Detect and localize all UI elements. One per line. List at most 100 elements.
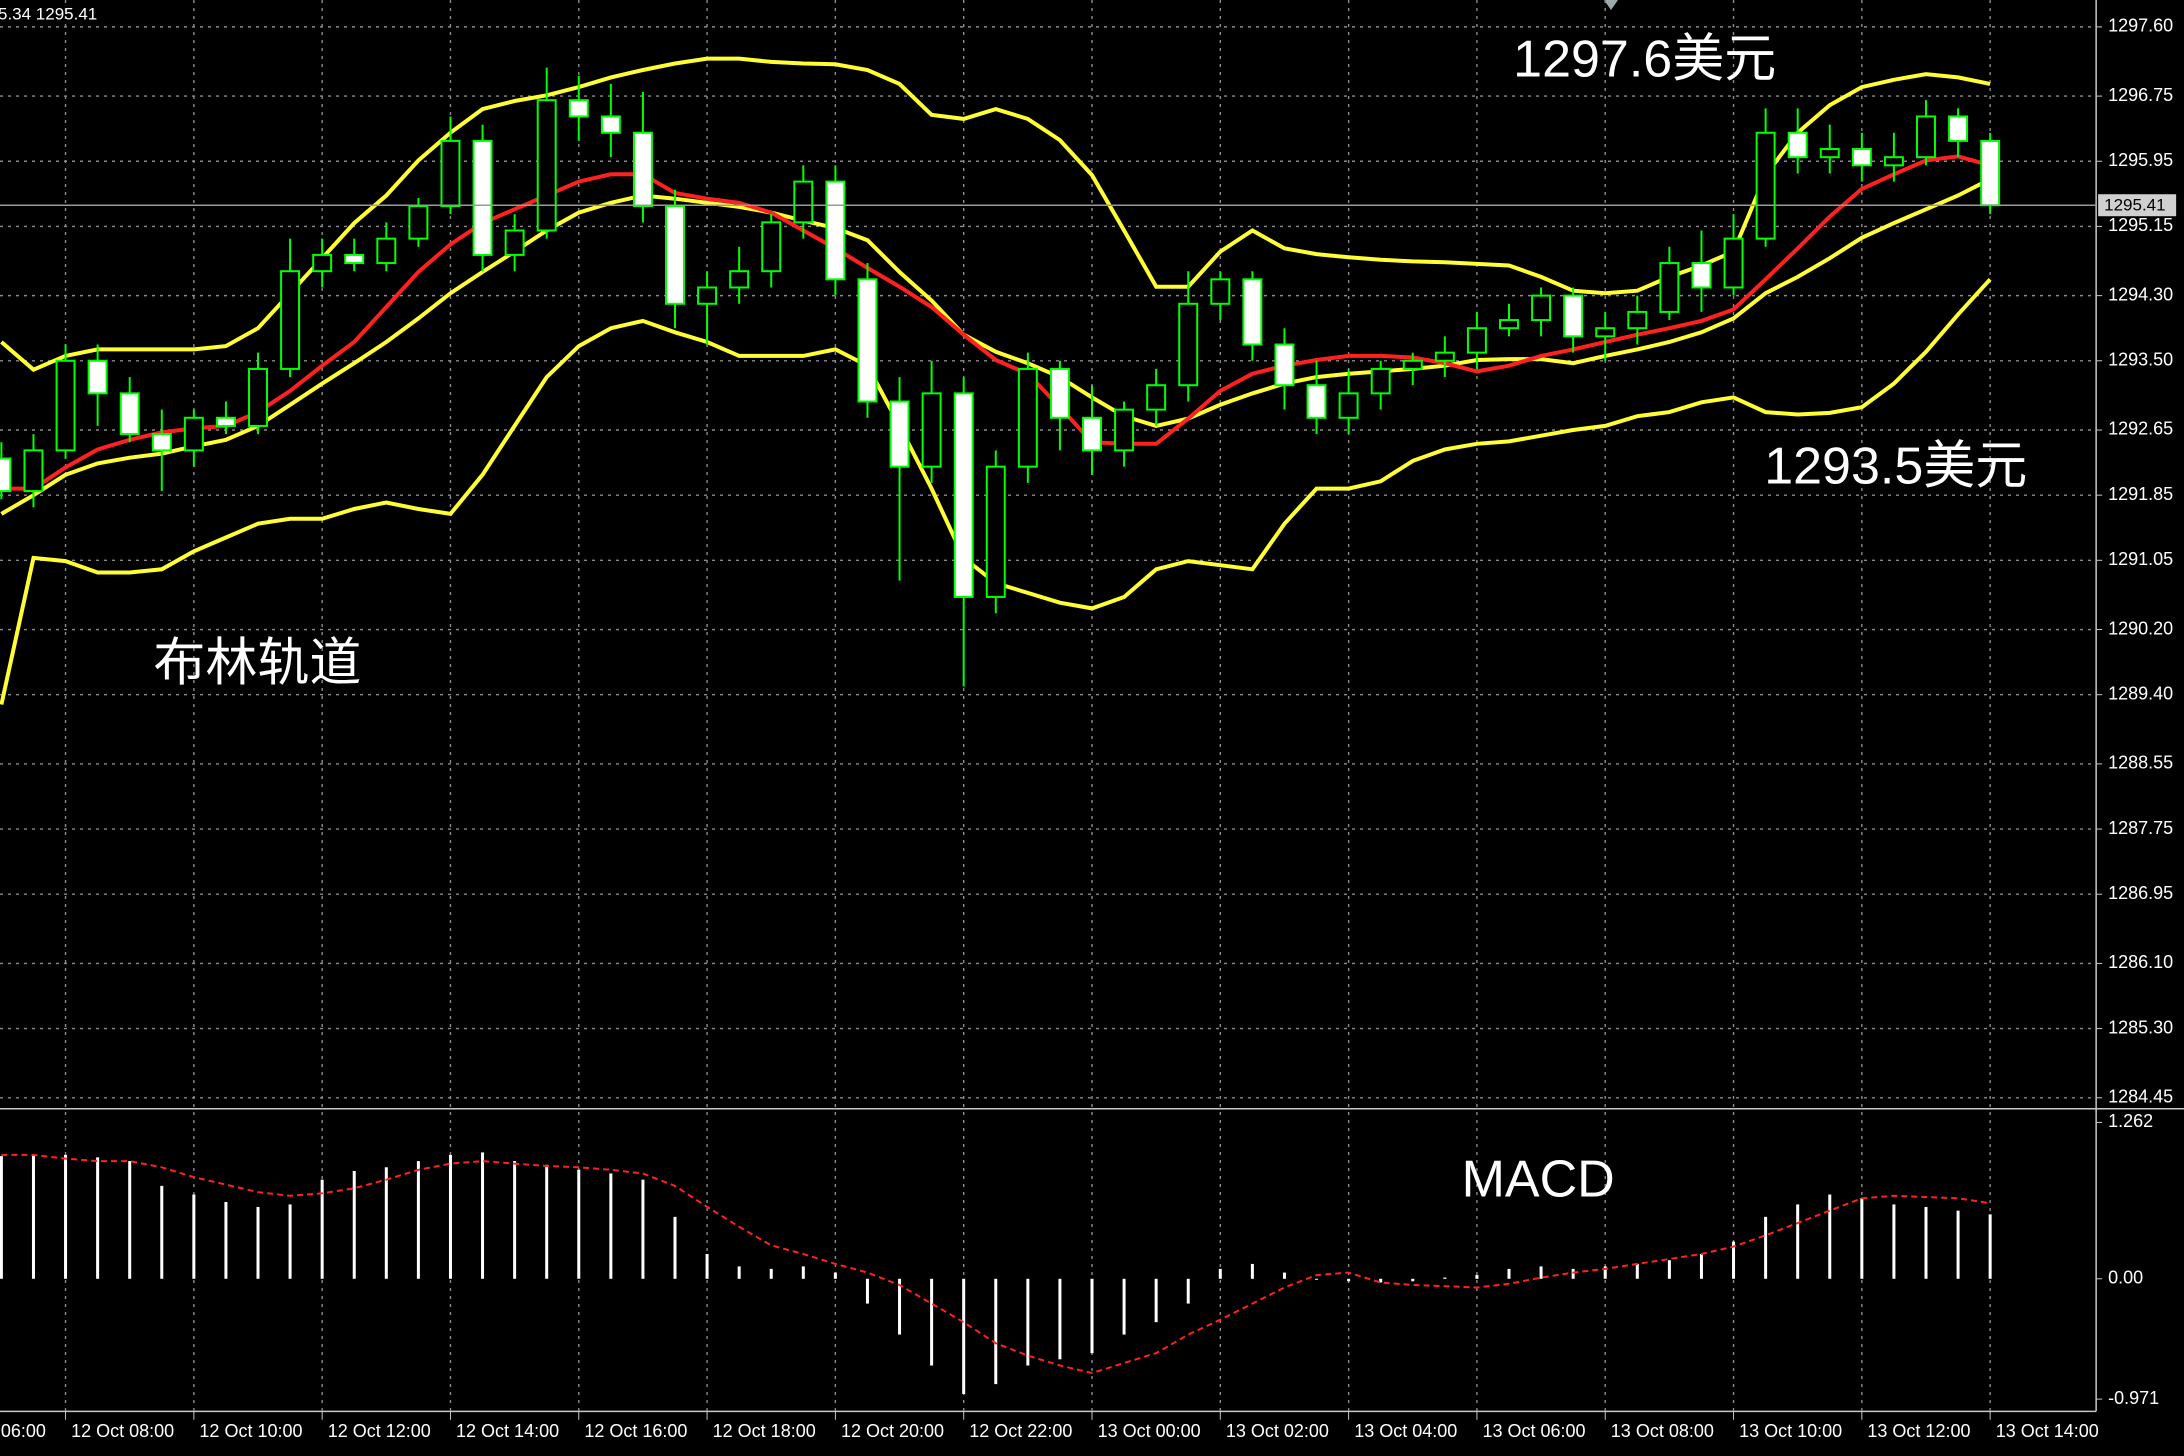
candle-body	[1691, 262, 1712, 289]
histogram-bar	[1603, 1266, 1607, 1279]
histogram-bar	[96, 1157, 100, 1279]
x-tick-label: 12 Oct 16:00	[584, 1421, 687, 1441]
histogram-bar	[1699, 1254, 1703, 1279]
histogram-bar	[416, 1161, 420, 1279]
candle-body	[376, 237, 397, 265]
x-tick-label: 12 Oct 14:00	[456, 1421, 559, 1441]
candle-body	[1627, 310, 1648, 330]
histogram-bar	[769, 1268, 773, 1279]
candle-body	[1466, 327, 1487, 354]
x-tick-label: 12 Oct 12:00	[328, 1421, 431, 1441]
candle-body	[536, 99, 557, 232]
histogram-bar	[0, 1156, 3, 1279]
y-tick-label: 1289.40	[2108, 683, 2173, 703]
candle-body	[1499, 319, 1519, 330]
histogram-bar	[1539, 1266, 1543, 1279]
candle-body	[1980, 139, 2001, 207]
candle-body	[1210, 278, 1231, 305]
y-tick-label: -0.971	[2108, 1388, 2159, 1408]
candle-body	[312, 253, 333, 273]
x-tick-label: 12 Oct 18:00	[713, 1421, 816, 1441]
candle-body	[1370, 367, 1391, 395]
y-tick-label: 1288.55	[2108, 753, 2173, 773]
candle-body	[632, 131, 653, 208]
histogram-bar	[352, 1170, 356, 1279]
candle-body	[921, 392, 942, 468]
histogram-bar	[160, 1185, 164, 1279]
candle-body	[1916, 115, 1936, 159]
histogram-bar	[833, 1272, 837, 1279]
y-tick-label: 1287.75	[2108, 818, 2173, 838]
candle-body	[472, 139, 493, 256]
histogram-bar	[1026, 1278, 1030, 1366]
histogram-bar	[1924, 1206, 1928, 1279]
histogram-bar	[320, 1179, 324, 1279]
y-tick-label: 1297.60	[2108, 16, 2173, 36]
histogram-bar	[545, 1164, 549, 1279]
histogram-bar	[1571, 1268, 1575, 1279]
histogram-bar	[1058, 1278, 1062, 1360]
signal-line	[1, 1153, 1991, 1375]
candle-body	[729, 270, 750, 289]
y-tick-label: 1291.05	[2108, 549, 2173, 569]
candle-body	[1274, 343, 1295, 387]
candle-body	[761, 221, 782, 273]
candle-body	[697, 286, 718, 305]
x-tick-label: 12 Oct 20:00	[841, 1421, 944, 1441]
candle-body	[151, 433, 172, 452]
candle-body	[953, 392, 974, 598]
histogram-bar	[641, 1179, 645, 1279]
candle-body	[1948, 115, 1969, 142]
x-tick-label: 13 Oct 08:00	[1611, 1421, 1714, 1441]
histogram-bar	[1828, 1194, 1832, 1279]
y-tick-label: 1.262	[2108, 1111, 2153, 1131]
histogram-bar	[384, 1167, 388, 1279]
candle-body	[1017, 367, 1038, 468]
x-tick-label: 12 Oct 10:00	[199, 1421, 302, 1441]
y-tick-label: 1284.45	[2108, 1087, 2173, 1107]
x-tick-label: 13 Oct 02:00	[1226, 1421, 1329, 1441]
histogram-bar	[513, 1161, 517, 1279]
candle-body	[1563, 294, 1584, 338]
y-tick-label: 1296.75	[2108, 85, 2173, 105]
candle-body	[1595, 327, 1616, 338]
y-tick-label: 1291.85	[2108, 484, 2173, 504]
x-tick-label: 13 Oct 04:00	[1354, 1421, 1457, 1441]
x-tick-label: 13 Oct 12:00	[1867, 1421, 1970, 1441]
histogram-bar	[705, 1254, 709, 1279]
x-tick-label: 13 Oct 14:00	[1996, 1421, 2099, 1441]
candle-body	[1755, 131, 1776, 240]
price-label: 1295.41	[2104, 196, 2165, 215]
candle-body	[119, 392, 140, 436]
candle-body	[183, 416, 204, 452]
histogram-bar	[448, 1154, 452, 1279]
histogram-bar	[609, 1173, 613, 1279]
y-tick-label: 0.00	[2108, 1268, 2143, 1288]
candle-body	[1114, 408, 1135, 452]
histogram-bar	[994, 1278, 998, 1385]
candle-body	[0, 457, 12, 493]
candle-body	[1402, 359, 1423, 370]
histogram-bar	[256, 1206, 260, 1279]
histogram-bar	[1154, 1278, 1158, 1323]
candle-body	[793, 180, 814, 224]
y-tick-label: 1293.50	[2108, 350, 2173, 370]
x-tick-label: 12 Oct 22:00	[969, 1421, 1072, 1441]
y-tick-label: 1286.10	[2108, 952, 2173, 972]
candle-body	[1531, 294, 1552, 322]
annotation: 1297.6美元	[1513, 30, 1776, 88]
candle-body	[665, 205, 685, 305]
histogram-bar	[1892, 1204, 1896, 1279]
candle-body	[1049, 367, 1070, 419]
annotation: 布林轨道	[153, 634, 361, 692]
candle-body	[568, 99, 589, 118]
histogram-bar	[481, 1152, 485, 1279]
histogram-bar	[1796, 1204, 1800, 1279]
y-tick-label: 1285.30	[2108, 1017, 2173, 1037]
y-tick-label: 1295.95	[2108, 150, 2173, 170]
candle-body	[408, 205, 429, 240]
histogram-bar	[1347, 1278, 1351, 1282]
candle-body	[1851, 148, 1872, 167]
x-tick-label: 13 Oct 06:00	[1482, 1421, 1585, 1441]
